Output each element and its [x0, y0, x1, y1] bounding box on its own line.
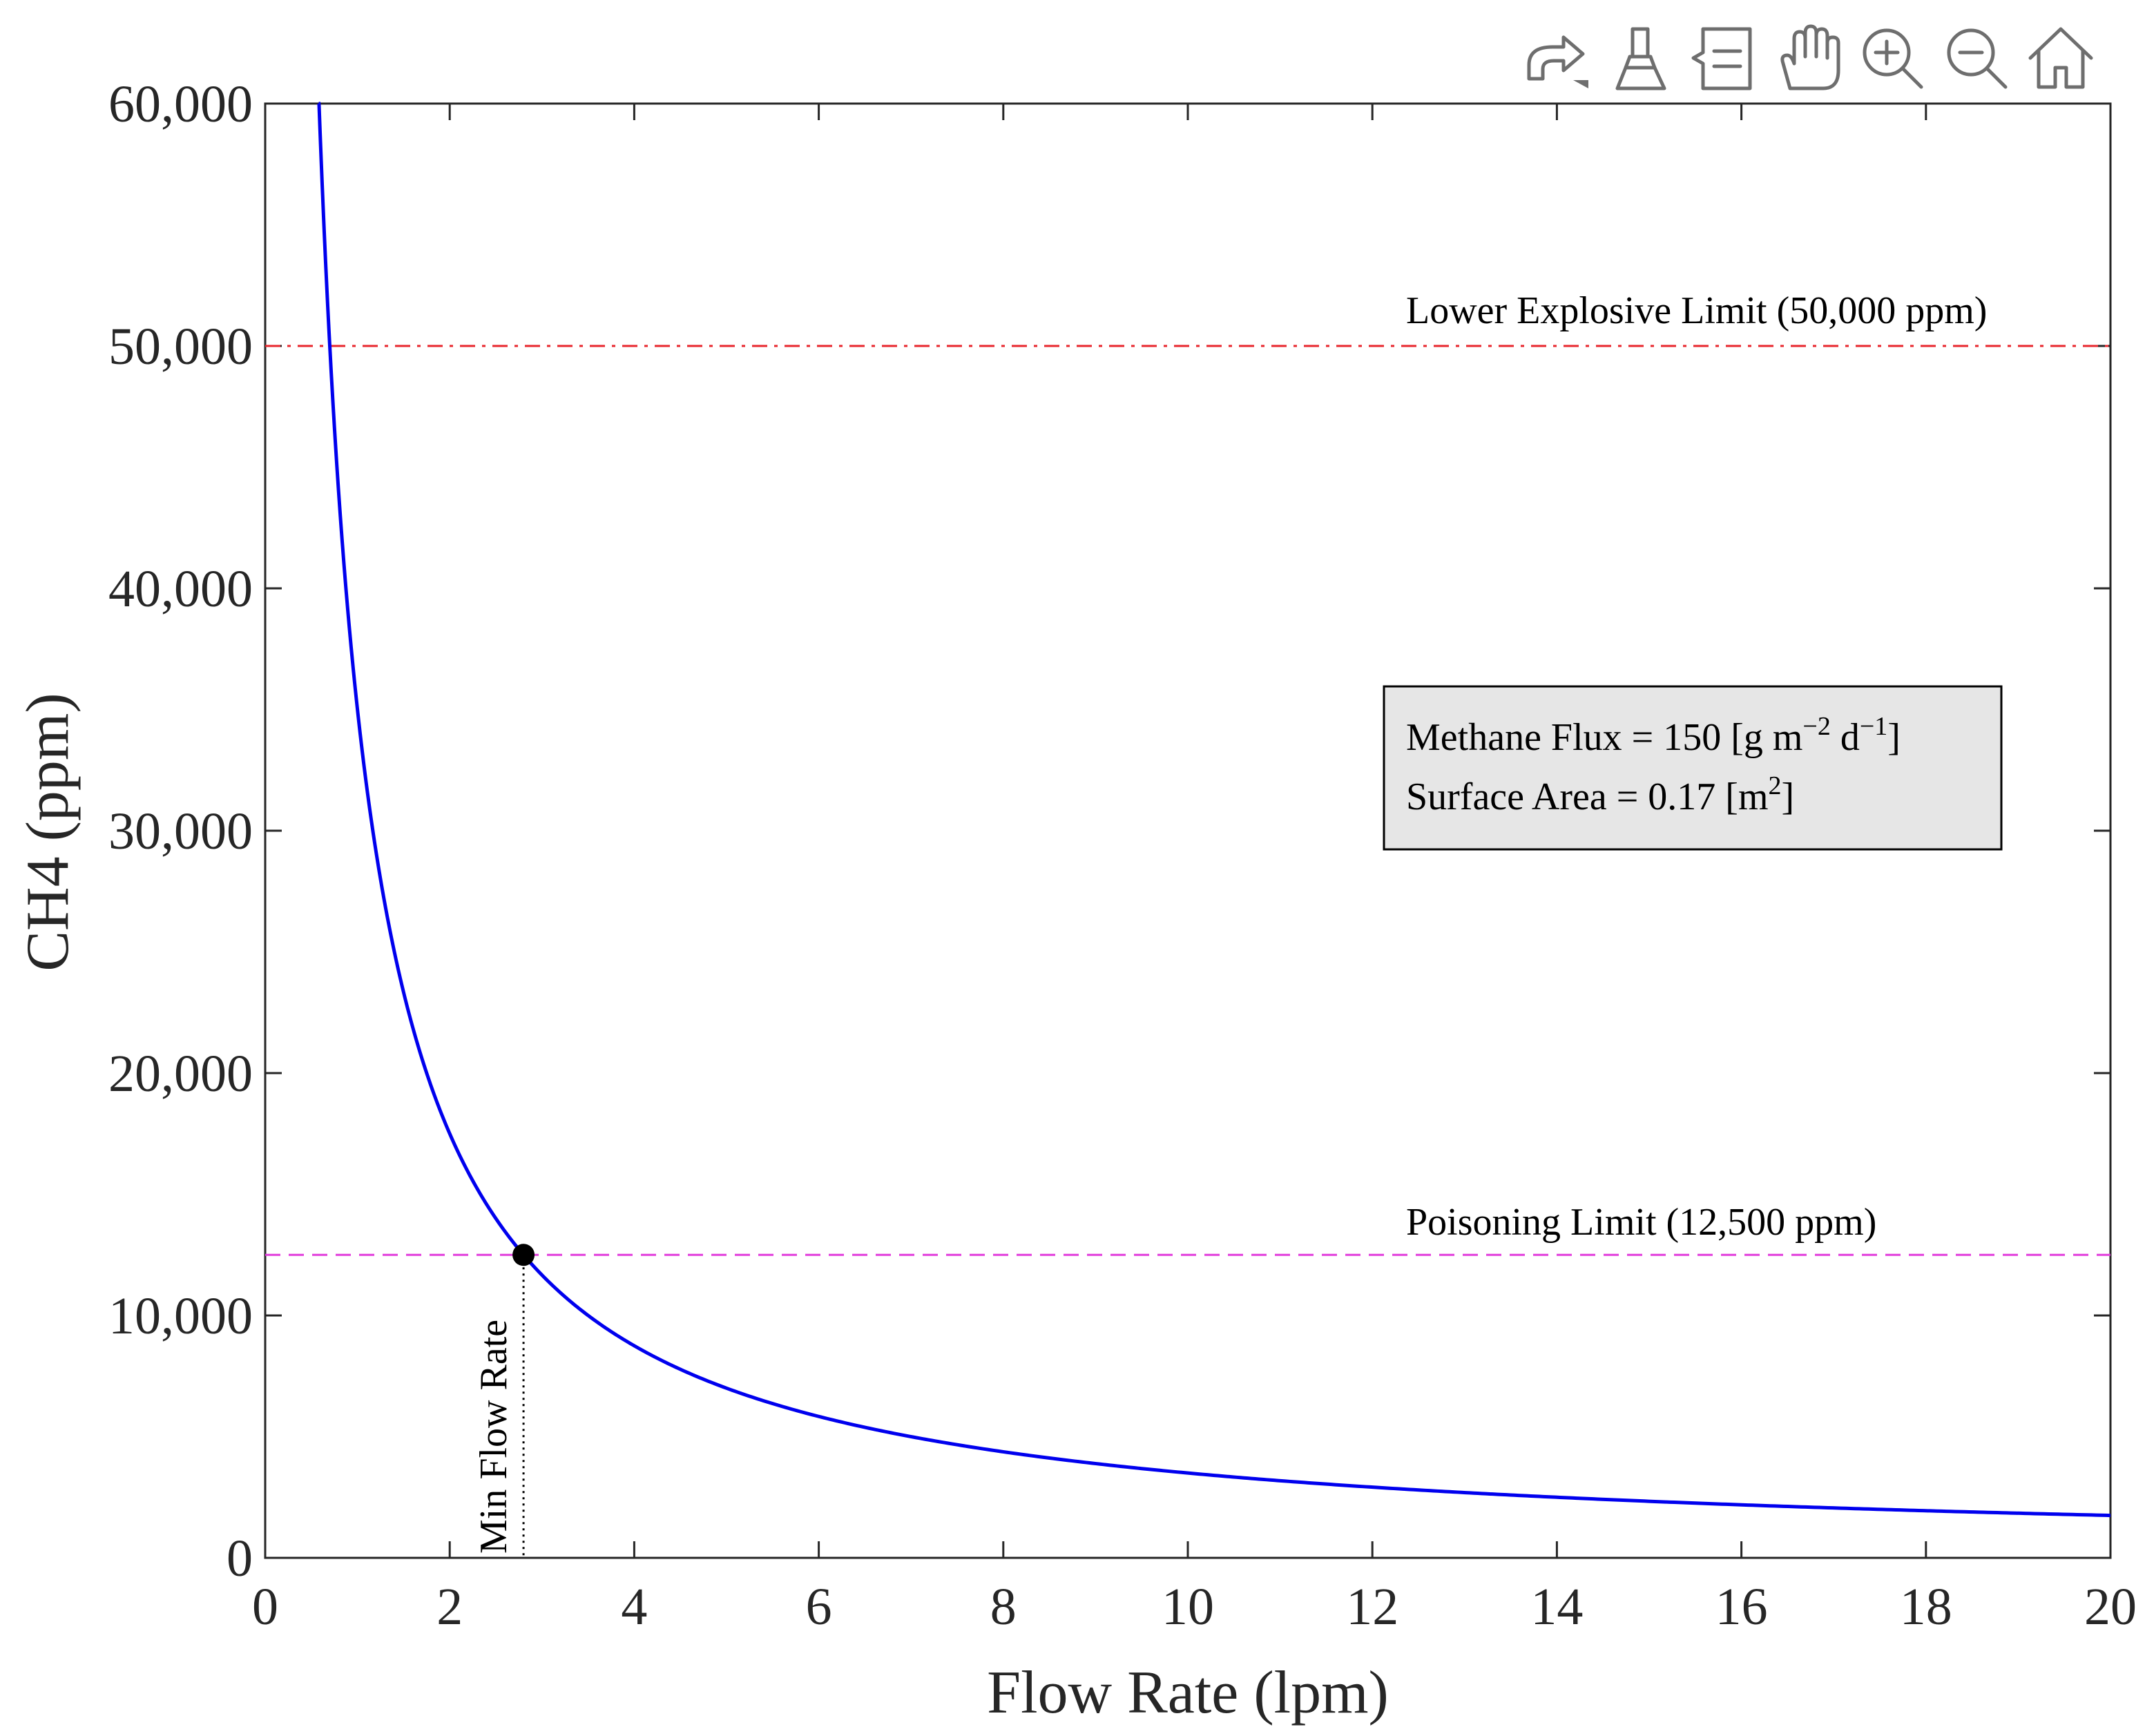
- x-tick-label: 14: [1530, 1578, 1583, 1636]
- y-tick-label: 0: [227, 1530, 253, 1588]
- info-box: Methane Flux = 150 [g m−2 d−1] Surface A…: [1383, 685, 2003, 851]
- x-axis-title: Flow Rate (lpm): [987, 1659, 1389, 1726]
- figure-toolbar: [1527, 24, 2093, 90]
- min-flow-rate-label: Min Flow Rate: [472, 1320, 515, 1554]
- y-axis-title: CH4 (ppm): [15, 693, 81, 971]
- datatip-icon[interactable]: [1691, 27, 1752, 90]
- x-tick-label: 8: [990, 1578, 1017, 1636]
- zoom-in-icon[interactable]: [1863, 28, 1923, 89]
- x-tick-label: 20: [2084, 1578, 2137, 1636]
- surface-area-label: Surface Area = 0.17 [m2]: [1406, 771, 1794, 818]
- min-flow-rate-marker: [512, 1244, 535, 1266]
- lower-explosive-limit-label: Lower Explosive Limit (50,000 ppm): [1406, 289, 1987, 332]
- brush-icon[interactable]: [1615, 27, 1666, 90]
- zoom-out-icon[interactable]: [1947, 28, 2008, 89]
- info-box-background: [1383, 685, 2003, 851]
- ch4-curve: [317, 102, 2111, 1518]
- x-tick-label: 10: [1162, 1578, 1214, 1636]
- x-tick-label: 4: [621, 1578, 647, 1636]
- export-icon[interactable]: [1527, 35, 1588, 88]
- y-tick-label: 10,000: [108, 1287, 253, 1345]
- methane-flux-label: Methane Flux = 150 [g m−2 d−1]: [1406, 712, 1901, 759]
- y-tick-label: 30,000: [108, 802, 253, 860]
- y-tick-label: 50,000: [108, 318, 253, 376]
- x-tick-label: 16: [1715, 1578, 1768, 1636]
- x-tick-label: 6: [806, 1578, 832, 1636]
- x-tick-label: 12: [1346, 1578, 1398, 1636]
- x-tick-label: 2: [436, 1578, 463, 1636]
- pan-hand-icon[interactable]: [1780, 24, 1840, 90]
- poisoning-limit-label: Poisoning Limit (12,500 ppm): [1406, 1201, 1876, 1244]
- y-tick-label: 60,000: [108, 75, 253, 133]
- axes: 0 2 4 6 8 10 12 14 16 18 20 0 10,000 20,000 30,000 40,0…: [108, 75, 2137, 1636]
- y-tick-label: 40,000: [108, 560, 253, 618]
- home-icon[interactable]: [2028, 27, 2093, 89]
- x-tick-label: 0: [252, 1578, 278, 1636]
- x-tick-label: 18: [1900, 1578, 1952, 1636]
- y-tick-label: 20,000: [108, 1045, 253, 1103]
